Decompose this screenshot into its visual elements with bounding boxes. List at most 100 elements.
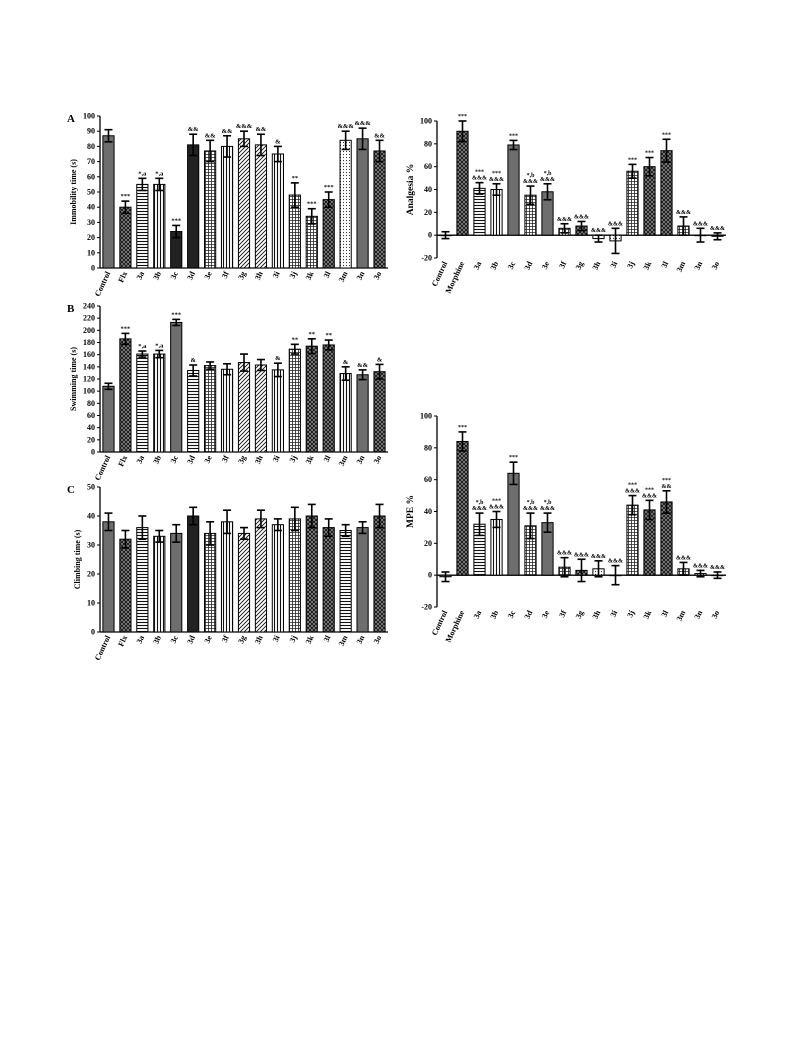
bar	[456, 440, 469, 576]
significance-label: *,b &&&	[472, 500, 487, 512]
bar	[237, 532, 251, 633]
category-label: 3n	[355, 270, 367, 282]
category-label: Flx	[116, 634, 129, 648]
significance-label: **	[325, 332, 332, 339]
significance-label: &&	[357, 362, 368, 369]
category-label: 3m	[337, 270, 350, 284]
category-label: 3m	[675, 609, 688, 623]
bar	[643, 166, 656, 236]
bar	[356, 138, 369, 269]
y-tick-label: -20	[421, 254, 432, 263]
bar	[373, 515, 386, 633]
category-label: 3l	[660, 608, 671, 618]
category-label: 3n	[693, 260, 705, 272]
category-label: 3k	[642, 609, 654, 621]
category-label: 3i	[609, 259, 620, 269]
significance-label: &&&	[693, 221, 708, 227]
significance-label: *** &&	[662, 478, 672, 490]
bar	[204, 150, 217, 269]
category-label: 3c	[506, 260, 518, 271]
category-label: 3e	[203, 634, 215, 645]
category-label: 3i	[271, 453, 282, 463]
y-tick-label: 100	[420, 117, 432, 126]
bar	[626, 504, 639, 576]
bar	[373, 150, 386, 269]
significance-label: &&&	[574, 214, 589, 220]
category-label: 3g	[574, 609, 586, 620]
category-label: 3a	[472, 260, 484, 271]
significance-label: *,a	[155, 170, 164, 177]
y-tick-label: 120	[83, 375, 95, 384]
significance-label: ***	[121, 325, 131, 332]
category-label: 3j	[288, 454, 299, 464]
bar	[339, 139, 352, 269]
bar	[271, 524, 284, 633]
category-label: 3b	[489, 609, 501, 621]
category-label: 3c	[169, 270, 181, 281]
bar	[271, 369, 284, 453]
bar	[339, 373, 352, 453]
bar	[254, 518, 268, 633]
significance-label: ***	[662, 132, 671, 138]
category-label: 3c	[169, 634, 181, 645]
significance-label: &	[275, 138, 281, 145]
category-label: 3c	[506, 609, 518, 620]
category-label: 3l	[660, 259, 671, 269]
category-label: 3i	[271, 269, 282, 279]
bar	[136, 353, 149, 453]
y-tick-label: 20	[424, 539, 432, 548]
significance-label: *** &&&	[489, 499, 504, 511]
bar	[305, 345, 318, 453]
category-label: 3e	[203, 270, 215, 281]
significance-label: &&	[205, 132, 216, 139]
category-label: 3m	[337, 454, 350, 468]
significance-label: *,b &&&	[523, 500, 538, 512]
significance-label: ***	[324, 184, 334, 191]
category-label: 3k	[304, 270, 316, 282]
y-tick-label: 100	[83, 387, 95, 396]
bar	[339, 530, 352, 633]
y-tick-label: 100	[83, 112, 95, 121]
significance-label: *,b &&&	[540, 500, 555, 512]
significance-label: &&&	[676, 555, 691, 561]
significance-label: *** &&&	[625, 483, 640, 495]
chart-swimming: 0 20 40 60 80 100 120 140 160 180 200 220 240 Swimmin…	[69, 302, 388, 482]
significance-label: *,a	[138, 170, 147, 177]
category-label: 3d	[185, 270, 197, 282]
category-label: 3h	[253, 270, 265, 282]
category-label: 3m	[337, 634, 350, 648]
y-tick-label: 220	[83, 314, 95, 323]
significance-label: &&&	[574, 552, 589, 558]
y-tick-label: 90	[87, 127, 95, 136]
bar	[119, 338, 132, 453]
category-label: 3a	[135, 270, 147, 281]
significance-label: &	[377, 356, 383, 363]
y-tick-label: 20	[87, 570, 95, 579]
significance-label: ***	[121, 193, 131, 200]
y-axis-label: Immobility time (s)	[69, 159, 78, 225]
y-tick-label: 180	[83, 338, 95, 347]
chart-climbing: 0 10 20 30 40 50 Climbing time (s) Control Flx 3a…	[73, 483, 388, 662]
y-tick-label: 60	[87, 411, 95, 420]
category-label: 3j	[625, 260, 636, 270]
bar	[322, 199, 335, 269]
significance-label: &	[275, 355, 281, 362]
y-tick-label: 20	[87, 435, 95, 444]
category-label: 3n	[693, 609, 705, 621]
y-tick-label: 30	[87, 218, 95, 227]
panel-label-b: B	[67, 303, 75, 315]
category-label: 3f	[220, 634, 231, 644]
significance-label: **	[309, 331, 316, 338]
category-label: 3o	[372, 270, 384, 281]
category-label: 3d	[523, 260, 535, 272]
category-label: 3a	[135, 454, 147, 465]
bar	[507, 144, 520, 236]
bar	[356, 527, 369, 633]
y-tick-label: 60	[87, 172, 95, 181]
bar	[507, 472, 520, 576]
y-tick-label: 0	[91, 264, 95, 273]
category-label: 3f	[220, 454, 231, 464]
